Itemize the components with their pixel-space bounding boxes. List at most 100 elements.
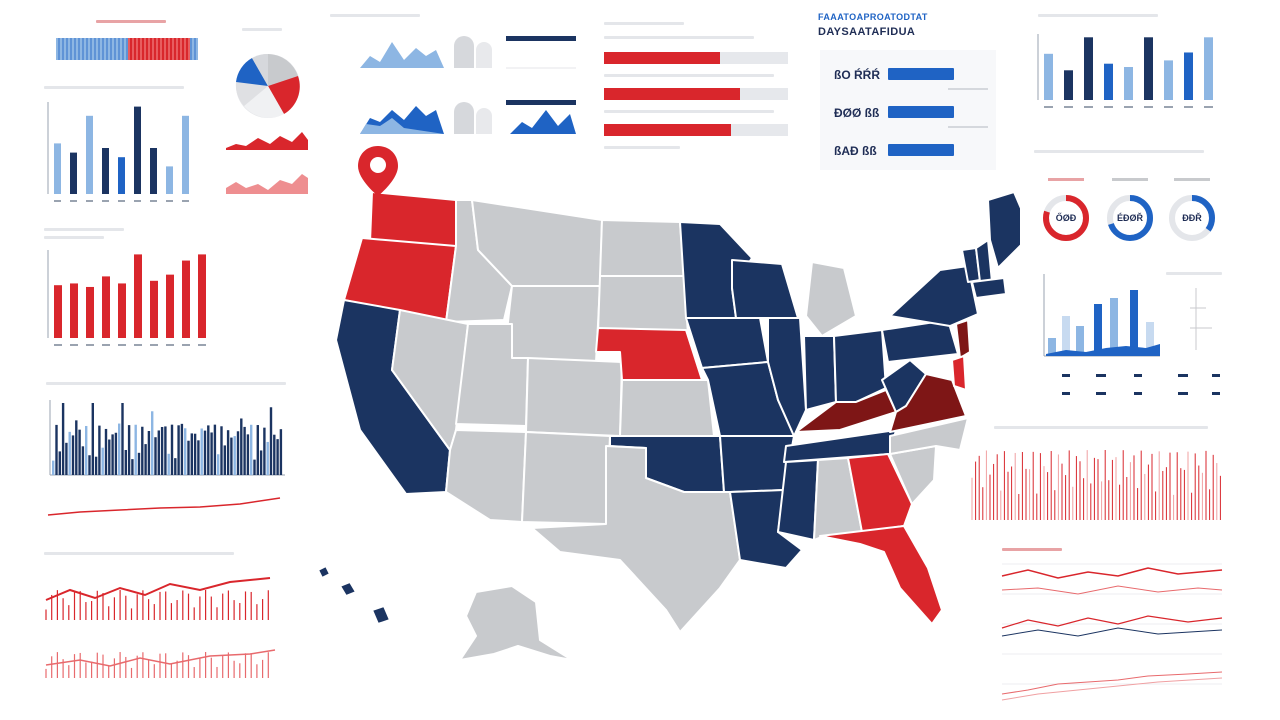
histogram-bar <box>253 459 256 475</box>
donut-svg: ŐØÐ ÉÐØŘ ÐÐŘ <box>1043 178 1215 241</box>
histogram-bar <box>124 449 127 475</box>
histogram-bar <box>177 425 180 475</box>
bar <box>1144 37 1153 100</box>
bar <box>102 148 109 194</box>
tick-mark <box>1164 106 1173 108</box>
histogram-bar <box>55 424 58 475</box>
tick-mark <box>150 200 157 202</box>
state-wisconsin[interactable] <box>731 259 799 319</box>
state-alaska[interactable] <box>459 585 573 660</box>
state-delaware[interactable] <box>951 355 967 391</box>
tick-mark <box>54 344 62 346</box>
histogram-bar <box>164 426 167 475</box>
histogram-bar <box>276 439 279 475</box>
tick-mark <box>102 344 110 346</box>
pie-title-line <box>242 28 282 31</box>
state-new-hampshire[interactable] <box>975 239 993 283</box>
stat-row-label: ßO ŔŔŔ <box>834 68 880 82</box>
histogram-bar <box>190 433 193 475</box>
stat-row-bar <box>888 106 954 118</box>
stat-card-inner: ßO ŔŔŔ ÐØØ ßß ßAÐ ßß <box>820 50 996 170</box>
red-line-bottom <box>45 649 276 667</box>
state-illinois[interactable] <box>767 317 807 437</box>
state-maine[interactable] <box>987 191 1020 269</box>
histogram-bar <box>94 456 98 475</box>
histogram-bar <box>187 440 190 475</box>
tick-mark <box>1204 106 1213 108</box>
bar <box>86 286 94 338</box>
histogram-bar <box>108 439 111 475</box>
tick-mark <box>198 344 206 346</box>
histogram-bar <box>78 429 81 475</box>
state-indiana[interactable] <box>803 335 837 411</box>
histogram-bar <box>98 425 101 475</box>
red-line-top <box>45 577 271 601</box>
stacked-bar <box>56 38 198 60</box>
bar <box>118 157 125 194</box>
state-mississippi[interactable] <box>777 459 819 541</box>
histogram-bar <box>114 432 118 475</box>
state-arizona[interactable] <box>445 429 527 523</box>
tick-mark <box>70 200 77 202</box>
bar <box>150 148 157 194</box>
histogram-bar <box>174 458 177 475</box>
state-virginia[interactable] <box>889 373 967 433</box>
bar <box>134 254 142 338</box>
state-wyoming[interactable] <box>503 285 601 363</box>
bar <box>182 260 190 338</box>
tick-mark <box>182 200 189 202</box>
state-pennsylvania[interactable] <box>881 319 959 363</box>
histogram-bar <box>121 403 124 475</box>
state-south-dakota[interactable] <box>597 275 689 335</box>
donut-label: ŐØÐ <box>1056 212 1077 223</box>
histogram-bar <box>75 420 78 475</box>
histogram-bar <box>65 442 68 475</box>
state-hawaii[interactable] <box>317 565 391 625</box>
bar <box>182 115 189 194</box>
state-michigan[interactable] <box>805 261 857 337</box>
histogram-bar <box>141 426 144 475</box>
state-north-dakota[interactable] <box>599 219 685 277</box>
histogram-bar <box>88 455 91 475</box>
stat-row-bar <box>888 144 954 156</box>
state-texas[interactable] <box>531 445 741 633</box>
tick-mark <box>1104 106 1113 108</box>
state-georgia[interactable] <box>847 453 913 533</box>
red-spikes-top <box>45 590 269 620</box>
state-north-carolina[interactable] <box>889 417 969 455</box>
red-area-bottom <box>226 174 308 194</box>
state-colorado[interactable] <box>525 357 623 437</box>
histogram-bar <box>240 418 243 475</box>
histogram-bar <box>200 428 203 475</box>
red-line-chart-svg <box>45 577 276 678</box>
state-new-york[interactable] <box>889 265 979 327</box>
chart-title-line <box>994 426 1208 429</box>
state-iowa[interactable] <box>685 317 769 369</box>
chart-subtitle-line <box>44 236 104 239</box>
tick-mark <box>182 344 190 346</box>
histogram-trend-line <box>47 497 281 516</box>
tick-mark <box>118 200 125 202</box>
state-kansas[interactable] <box>619 379 715 437</box>
right-mixed-bar-chart <box>1036 268 1226 404</box>
hbar-panel <box>604 20 794 160</box>
state-new-mexico[interactable] <box>521 431 611 525</box>
red-spike-svg <box>971 450 1221 520</box>
histogram-bar <box>223 445 226 475</box>
stat-row-3: ßAÐ ßß <box>830 142 986 178</box>
chart-title-line <box>44 228 124 231</box>
hbar-caption-3 <box>604 146 680 149</box>
tick-mark <box>166 200 173 202</box>
map-pin-icon[interactable] <box>358 146 398 196</box>
state-florida[interactable] <box>819 525 943 625</box>
state-ohio[interactable] <box>833 329 887 403</box>
histogram-bar <box>243 426 246 475</box>
histogram-bar <box>246 434 250 475</box>
state-new-jersey[interactable] <box>955 319 971 359</box>
histogram-bar <box>273 434 276 475</box>
histogram-bar <box>81 446 85 475</box>
chart-title-line <box>1166 272 1222 275</box>
donut-label: ÐÐŘ <box>1182 212 1202 223</box>
state-massachusetts[interactable] <box>971 277 1007 299</box>
histogram-bar <box>167 453 170 475</box>
